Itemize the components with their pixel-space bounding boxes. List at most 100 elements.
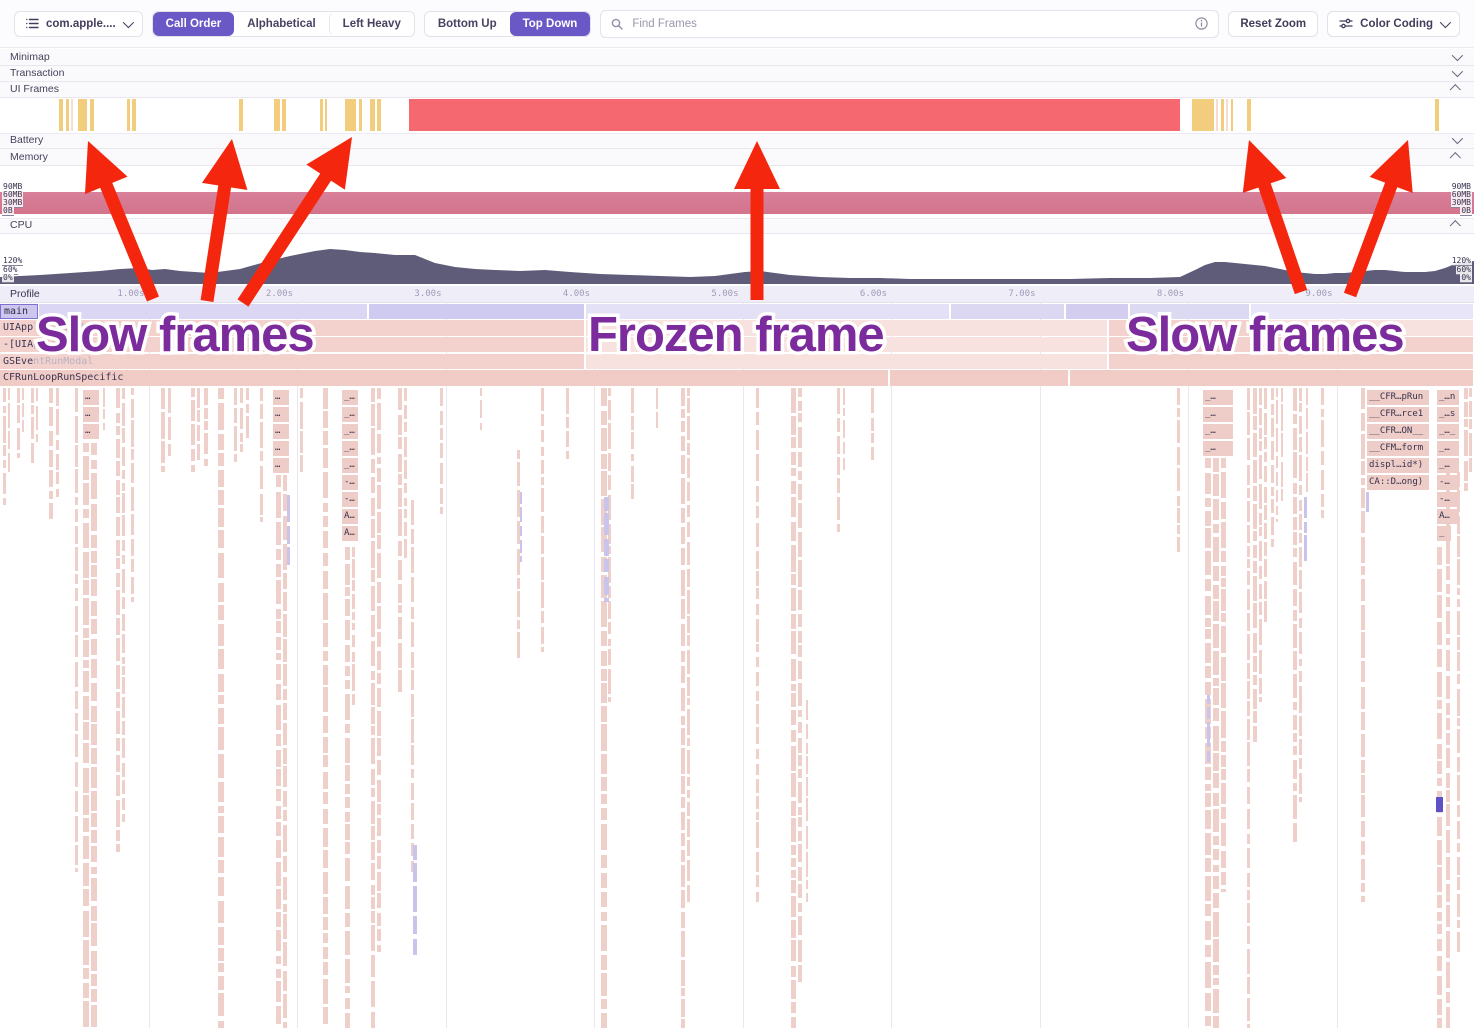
flame-frame[interactable] bbox=[131, 398, 134, 419]
flame-frame[interactable] bbox=[791, 965, 796, 977]
flame-frame[interactable] bbox=[377, 434, 381, 453]
flame-frame[interactable] bbox=[681, 388, 685, 406]
flame-frame[interactable] bbox=[586, 320, 1107, 336]
flame-frame[interactable] bbox=[345, 931, 350, 956]
flame-frame[interactable] bbox=[283, 855, 287, 873]
flame-frame[interactable] bbox=[687, 801, 690, 817]
flame-frame[interactable] bbox=[791, 745, 796, 771]
flame-frame[interactable] bbox=[0, 370, 888, 386]
flame-frame[interactable] bbox=[601, 794, 607, 804]
flame-frame[interactable] bbox=[566, 416, 569, 428]
flame-frame[interactable] bbox=[122, 614, 125, 632]
flame-frame[interactable] bbox=[601, 955, 607, 971]
flame-frame[interactable] bbox=[756, 604, 759, 615]
flame-frame[interactable] bbox=[601, 427, 607, 452]
flame-frame[interactable] bbox=[345, 765, 350, 781]
flame-frame[interactable] bbox=[371, 911, 375, 923]
slow-frame-bar[interactable] bbox=[345, 98, 356, 131]
flame-frame[interactable] bbox=[283, 1021, 287, 1028]
flame-frame[interactable] bbox=[276, 652, 281, 660]
flame-frame[interactable] bbox=[283, 810, 287, 821]
profile-axis-row[interactable]: Profile 1.00s 2.00s 3.00s 4.00s 5.00s 6.00s 7.0… bbox=[0, 285, 1474, 303]
flame-frame[interactable] bbox=[377, 872, 381, 891]
flame-frame[interactable] bbox=[345, 997, 350, 1010]
flame-frame[interactable] bbox=[1321, 493, 1324, 508]
flame-frame[interactable] bbox=[1213, 911, 1219, 937]
flame-frame[interactable] bbox=[283, 475, 287, 492]
flame-frame[interactable] bbox=[323, 664, 328, 685]
flame-frame[interactable] bbox=[791, 388, 796, 414]
flame-frame[interactable] bbox=[83, 1001, 89, 1028]
flame-frame[interactable] bbox=[756, 690, 759, 701]
flame-frame[interactable] bbox=[791, 659, 796, 682]
flame-frame[interactable] bbox=[1177, 495, 1180, 506]
flame-frame[interactable] bbox=[1259, 619, 1262, 646]
flame-frame[interactable] bbox=[1205, 551, 1211, 575]
flame-frame[interactable] bbox=[283, 664, 287, 687]
flame-frame[interactable] bbox=[1221, 501, 1226, 519]
flame-frame[interactable] bbox=[1259, 454, 1262, 480]
flame-frame[interactable] bbox=[601, 776, 607, 791]
flame-frame[interactable] bbox=[1247, 949, 1250, 975]
flame-frame[interactable] bbox=[541, 536, 544, 554]
flame-frame-labeled[interactable]: _…_ bbox=[1437, 423, 1459, 439]
flame-frame[interactable] bbox=[246, 404, 249, 414]
flame-frame[interactable] bbox=[1221, 683, 1226, 709]
flame-frame[interactable] bbox=[1247, 437, 1250, 461]
flame-frame[interactable] bbox=[283, 825, 287, 852]
flame-frame[interactable] bbox=[287, 526, 290, 545]
flame-frame[interactable] bbox=[345, 680, 350, 690]
flame-frame[interactable] bbox=[234, 408, 237, 423]
flame-frame[interactable] bbox=[323, 715, 328, 734]
flame-frame[interactable] bbox=[75, 661, 78, 688]
flame-frame[interactable] bbox=[1306, 408, 1308, 429]
flame-frame[interactable] bbox=[122, 763, 125, 778]
flame-frame[interactable] bbox=[806, 700, 808, 720]
flame-frame-labeled[interactable]: … bbox=[83, 389, 99, 405]
flame-frame[interactable] bbox=[116, 754, 120, 772]
flame-frame[interactable] bbox=[608, 622, 611, 634]
flame-frame[interactable] bbox=[798, 388, 802, 397]
flame-frame[interactable] bbox=[1457, 559, 1460, 586]
flame-frame[interactable] bbox=[283, 515, 287, 540]
flame-frame[interactable] bbox=[631, 453, 634, 462]
flame-frame[interactable] bbox=[218, 529, 224, 549]
flame-frame[interactable] bbox=[91, 682, 97, 702]
flame-frame[interactable] bbox=[122, 402, 125, 427]
flame-frame[interactable] bbox=[1207, 721, 1210, 747]
flame-frame[interactable] bbox=[631, 432, 634, 450]
flame-frame[interactable] bbox=[1247, 612, 1250, 631]
flame-frame[interactable] bbox=[1221, 589, 1226, 611]
flame-frame[interactable] bbox=[345, 547, 350, 561]
flame-frame[interactable] bbox=[411, 670, 414, 690]
flame-frame[interactable] bbox=[791, 693, 796, 707]
flame-frame[interactable] bbox=[541, 429, 544, 443]
flame-frame[interactable] bbox=[377, 944, 381, 952]
flame-frame[interactable] bbox=[371, 826, 375, 841]
flame-frame[interactable] bbox=[1321, 451, 1324, 466]
flame-frame[interactable] bbox=[323, 431, 328, 446]
flame-frame[interactable] bbox=[1205, 628, 1211, 639]
flame-frame[interactable] bbox=[1205, 643, 1211, 664]
flame-frame[interactable] bbox=[798, 721, 802, 734]
flame-frame[interactable] bbox=[83, 640, 89, 658]
flame-frame[interactable] bbox=[837, 478, 840, 493]
flame-frame[interactable] bbox=[411, 823, 414, 840]
flame-frame[interactable] bbox=[1437, 894, 1442, 909]
flame-frame[interactable] bbox=[398, 540, 402, 557]
flame-frame[interactable] bbox=[398, 474, 402, 486]
flame-frame[interactable] bbox=[1276, 399, 1278, 425]
flame-frame[interactable] bbox=[687, 776, 690, 787]
flame-frame[interactable] bbox=[323, 932, 328, 943]
flame-frame[interactable] bbox=[1361, 536, 1365, 564]
flame-frame[interactable] bbox=[91, 905, 97, 921]
flame-frame[interactable] bbox=[1299, 797, 1302, 802]
flame-frame[interactable] bbox=[608, 475, 611, 490]
slow-frame-bar[interactable] bbox=[78, 98, 87, 131]
flame-frame[interactable] bbox=[345, 619, 350, 641]
flame-frame[interactable] bbox=[608, 556, 611, 584]
flame-frame[interactable] bbox=[276, 911, 281, 928]
flame-frame[interactable] bbox=[601, 972, 607, 997]
flame-frame[interactable] bbox=[1213, 989, 1219, 1014]
flame-frame[interactable] bbox=[1213, 809, 1219, 833]
